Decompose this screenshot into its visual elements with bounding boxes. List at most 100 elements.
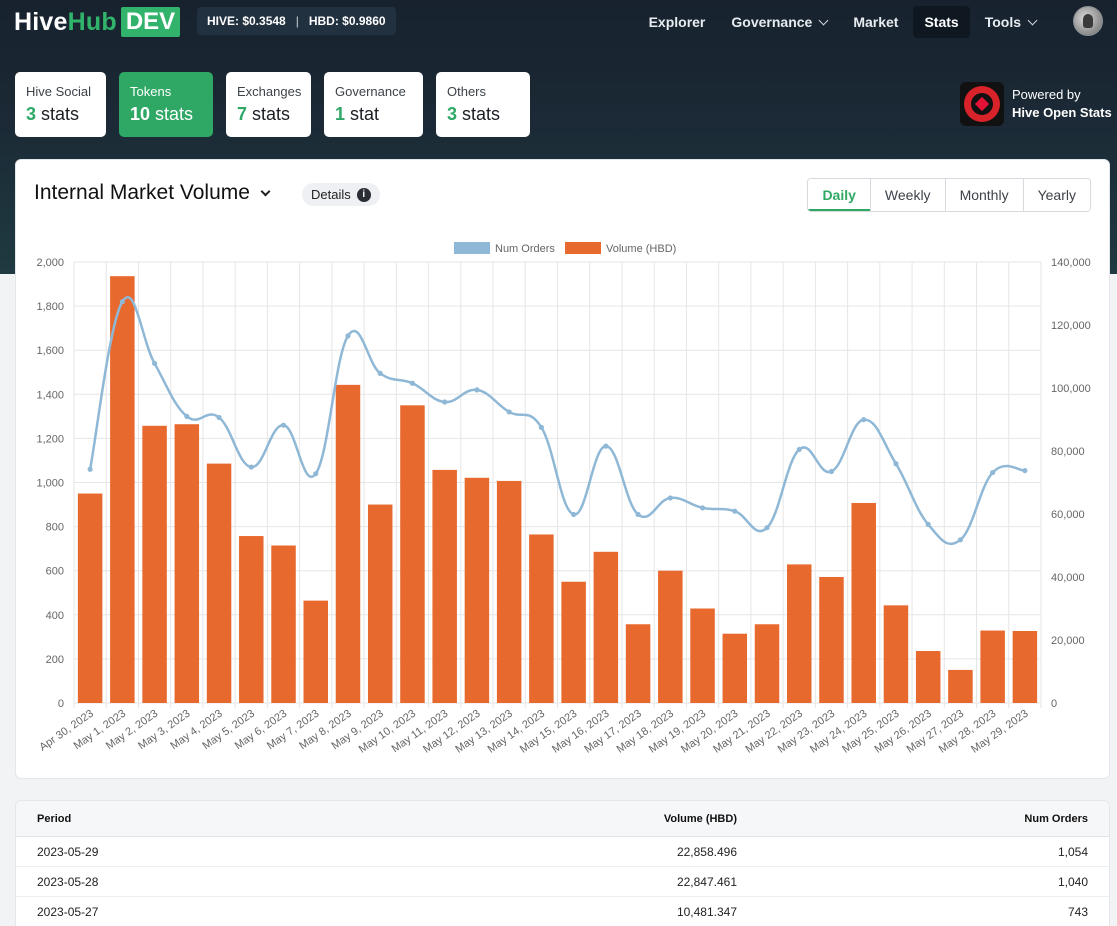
num-orders-point — [732, 508, 738, 514]
user-avatar[interactable] — [1073, 6, 1103, 36]
category-exchanges[interactable]: Exchanges 7 stats — [226, 72, 311, 137]
num-orders-point — [925, 521, 931, 527]
num-orders-point — [280, 422, 287, 428]
left-axis-tick-label: 1,200 — [36, 433, 64, 445]
volume-bar — [754, 624, 780, 703]
logo-hub-text: Hub — [67, 7, 117, 36]
cell-period: 2023-05-29 — [37, 844, 99, 859]
category-count: 1 — [335, 104, 346, 124]
powered-by-hive-open-stats[interactable]: Powered by Hive Open Stats — [960, 82, 1112, 126]
right-axis-tick-label: 20,000 — [1051, 635, 1085, 647]
category-hive-social[interactable]: Hive Social 3 stats — [15, 72, 106, 137]
left-axis-tick-label: 1,400 — [36, 389, 64, 401]
category-governance[interactable]: Governance 1 stat — [324, 72, 423, 137]
category-others[interactable]: Others 3 stats — [436, 72, 530, 137]
category-unit: stat — [350, 104, 380, 124]
main-nav: Explorer Governance Market Stats Tools — [638, 6, 1047, 38]
cell-volume: 10,481.347 — [676, 904, 737, 919]
chevron-down-icon — [818, 15, 829, 25]
volume-bar — [206, 463, 232, 703]
volume-bar — [593, 551, 619, 703]
chart-card: 0 200 400 600 800 1,000 1,200 1,400 1,600 1,800 2,… — [15, 159, 1110, 779]
category-label: Governance — [335, 84, 406, 99]
volume-bar — [722, 633, 748, 703]
details-button[interactable]: Details i — [302, 183, 380, 206]
num-orders-point — [474, 387, 480, 393]
volume-bar — [496, 480, 522, 703]
nav-stats[interactable]: Stats — [913, 6, 970, 38]
category-unit: stats — [252, 104, 291, 124]
volume-bar — [980, 630, 1005, 703]
powered-by-name: Hive Open Stats — [1012, 105, 1112, 120]
period-weekly[interactable]: Weekly — [869, 179, 945, 211]
nav-market-label: Market — [853, 14, 899, 30]
right-axis-tick-label: 100,000 — [1051, 383, 1091, 395]
volume-bar — [142, 425, 167, 703]
period-yearly[interactable]: Yearly — [1022, 179, 1090, 211]
num-orders-point — [216, 414, 222, 421]
cell-period: 2023-05-28 — [37, 874, 99, 889]
left-axis-tick-label: 600 — [46, 566, 64, 578]
num-orders-point — [119, 299, 125, 305]
num-orders-point — [377, 370, 383, 376]
logo-hive-text: Hive — [14, 7, 68, 36]
category-tokens[interactable]: Tokens 10 stats — [119, 72, 213, 137]
num-orders-point — [990, 469, 996, 476]
num-orders-point — [667, 495, 673, 501]
left-axis-tick-label: 200 — [46, 654, 64, 666]
cell-volume: 22,858.496 — [676, 844, 737, 859]
cell-volume: 22,847.461 — [676, 874, 737, 889]
left-axis-tick-label: 2,000 — [36, 257, 64, 269]
left-axis-tick-label: 400 — [46, 610, 64, 622]
cell-num-orders: 1,054 — [1057, 844, 1088, 859]
right-axis-tick-label: 40,000 — [1051, 572, 1085, 584]
legend-swatch-num-orders — [454, 242, 490, 254]
table-header: Period Volume (HBD) Num Orders — [16, 801, 1109, 837]
logo-dev-badge: DEV — [120, 7, 181, 37]
nav-governance-label: Governance — [731, 14, 813, 30]
price-separator: | — [295, 14, 299, 28]
volume-bar — [529, 534, 554, 703]
x-axis-tick-label: May 29, 2023 — [969, 708, 1030, 756]
chart-title-selector[interactable]: Internal Market Volume — [34, 181, 271, 205]
volume-bar — [561, 581, 586, 703]
category-unit: stats — [155, 104, 194, 124]
header-volume[interactable]: Volume (HBD) — [663, 812, 737, 825]
hivehub-logo[interactable]: HiveHub DEV — [14, 7, 181, 37]
price-ticker: HIVE: $0.3548 | HBD: $0.9860 — [197, 7, 396, 35]
num-orders-point — [345, 333, 351, 339]
nav-explorer-label: Explorer — [648, 14, 706, 30]
left-axis-tick-label: 0 — [58, 698, 64, 710]
period-monthly[interactable]: Monthly — [944, 179, 1023, 211]
volume-bar — [819, 577, 844, 703]
num-orders-point — [764, 525, 770, 531]
period-daily[interactable]: Daily — [808, 179, 870, 211]
right-axis-tick-label: 120,000 — [1051, 320, 1091, 332]
category-count: 10 — [130, 104, 151, 124]
category-count: 3 — [447, 104, 458, 124]
header-period[interactable]: Period — [37, 812, 72, 825]
chevron-down-icon — [260, 186, 271, 196]
top-navbar: HiveHub DEV HIVE: $0.3548 | HBD: $0.9860… — [0, 0, 1117, 44]
left-axis-tick-label: 800 — [46, 522, 64, 534]
category-label: Tokens — [130, 84, 172, 99]
nav-market[interactable]: Market — [842, 6, 909, 38]
hive-open-stats-logo-icon — [960, 82, 1004, 126]
nav-explorer[interactable]: Explorer — [638, 6, 717, 38]
volume-bar — [625, 624, 651, 703]
volume-bar — [239, 536, 264, 703]
volume-bar — [432, 469, 457, 703]
right-axis-tick-label: 0 — [1051, 698, 1057, 710]
category-unit: stats — [41, 104, 80, 124]
nav-tools[interactable]: Tools — [974, 6, 1047, 38]
num-orders-point — [635, 511, 641, 518]
num-orders-point — [796, 446, 802, 453]
legend-swatch-volume — [565, 242, 601, 254]
cell-period: 2023-05-27 — [37, 904, 99, 919]
legend-label-volume: Volume (HBD) — [606, 243, 676, 255]
cell-num-orders: 1,040 — [1057, 874, 1088, 889]
header-num-orders[interactable]: Num Orders — [1024, 812, 1088, 825]
nav-governance[interactable]: Governance — [720, 6, 838, 38]
table-row: 2023-05-28 22,847.461 1,040 — [16, 867, 1109, 897]
num-orders-point — [248, 464, 254, 470]
